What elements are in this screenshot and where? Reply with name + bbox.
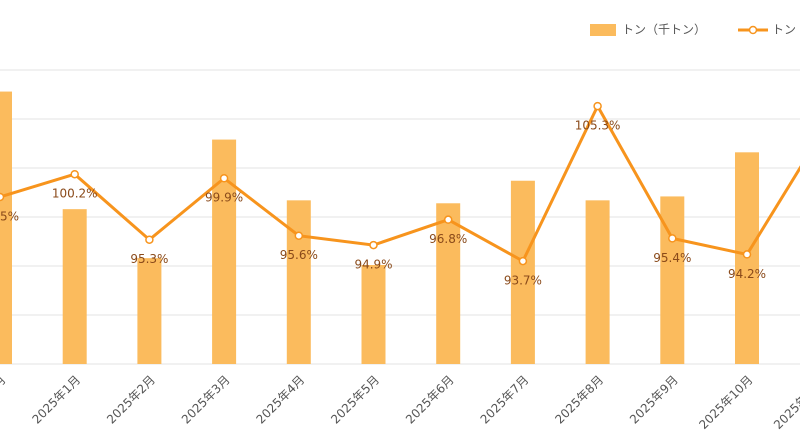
line-point bbox=[369, 240, 378, 250]
bar bbox=[436, 203, 461, 364]
line bbox=[0, 102, 800, 264]
line-point bbox=[0, 192, 5, 202]
x-tick-label: 2025年1月 bbox=[29, 373, 83, 427]
data-label: 100.2% bbox=[52, 187, 98, 201]
x-tick-label: 2025年5月 bbox=[328, 373, 382, 427]
x-tick-label: 2025年8月 bbox=[552, 373, 606, 427]
legend-label: トン（千トン） bbox=[622, 23, 706, 37]
data-label: 95.6% bbox=[280, 248, 318, 262]
line-point bbox=[742, 250, 752, 259]
bar bbox=[286, 200, 311, 364]
bar bbox=[0, 91, 12, 364]
line-point bbox=[219, 173, 229, 183]
data-label: 95.4% bbox=[653, 251, 691, 265]
data-label: 99.9% bbox=[205, 191, 243, 205]
x-tick-label: 2025年6月 bbox=[403, 373, 457, 427]
x-tick-label: 2024年12月 bbox=[0, 373, 9, 432]
x-tick-label: 2025年2月 bbox=[104, 373, 158, 427]
line-point bbox=[70, 169, 79, 179]
x-tick-label: 2025年11月 bbox=[771, 373, 800, 432]
legend-swatch bbox=[748, 25, 758, 35]
line-point bbox=[294, 231, 304, 240]
data-label: 94.2% bbox=[728, 267, 766, 281]
data-label: 94.9% bbox=[354, 258, 392, 272]
line-point bbox=[593, 101, 602, 111]
line-point bbox=[145, 235, 154, 244]
x-tick-label: 2025年10月 bbox=[696, 373, 755, 432]
data-label: 93.7% bbox=[504, 274, 542, 288]
data-label: 105.3% bbox=[575, 119, 621, 133]
bar bbox=[361, 265, 386, 364]
line-point bbox=[668, 234, 677, 243]
x-tick-label: 2025年9月 bbox=[627, 373, 681, 427]
x-tick-label: 2025年4月 bbox=[254, 373, 308, 427]
legend-swatch bbox=[590, 24, 616, 36]
data-label: 95.3% bbox=[130, 252, 168, 266]
data-label: 98.5% bbox=[0, 209, 19, 223]
line-point bbox=[518, 256, 528, 266]
bar bbox=[137, 258, 162, 364]
x-tick-label: 2025年3月 bbox=[179, 373, 233, 427]
data-label: 96.8% bbox=[429, 232, 467, 246]
line-point bbox=[443, 215, 453, 224]
bar bbox=[510, 180, 535, 364]
data-label: 103.3% bbox=[799, 145, 800, 159]
legend-label: トン（前年比） bbox=[772, 22, 800, 37]
x-tick-label: 2025年7月 bbox=[478, 373, 532, 427]
bar bbox=[585, 200, 610, 364]
bar bbox=[62, 209, 87, 364]
bar bbox=[212, 139, 237, 364]
